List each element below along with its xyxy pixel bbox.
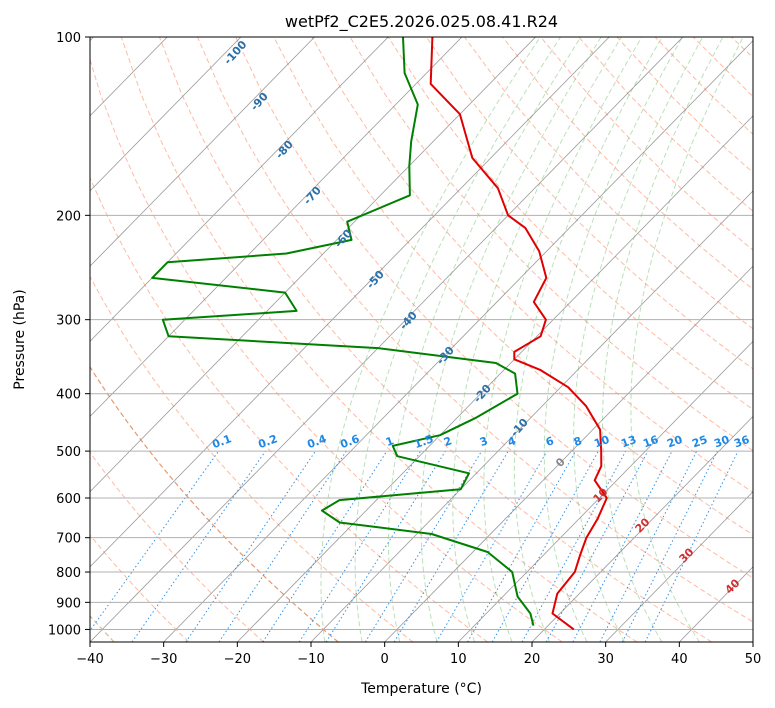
y-tick-label: 500 [56, 445, 81, 460]
isotherm-line [310, 190, 753, 642]
moist-adiabat-line [388, 37, 582, 642]
mixing-ratio-line [298, 450, 422, 642]
x-tick-label: −40 [76, 652, 103, 667]
moist-adiabat-line [483, 37, 643, 642]
chart-title: wetPf2_C2E5.2026.025.08.41.R24 [285, 12, 558, 32]
theta-e-line [90, 365, 339, 642]
x-tick-label: 10 [450, 652, 467, 667]
mixing-ratio-line [521, 450, 627, 642]
isotherm-line [90, 37, 242, 192]
x-tick-label: −10 [297, 652, 324, 667]
dry-adiabat-line [311, 37, 753, 493]
dry-adiabat-line [90, 365, 339, 642]
isotherm-line [384, 265, 753, 642]
isotherm-line [163, 40, 753, 642]
mixing-ratio-label: 16 [641, 433, 660, 451]
temperature-line [429, 37, 608, 631]
dewpoint-line [151, 37, 535, 626]
y-axis-label: Pressure (hPa) [12, 289, 28, 389]
mixing-ratio-label: 8 [572, 434, 584, 449]
mixing-ratio-label: 3 [478, 434, 490, 449]
y-tick-label: 800 [56, 566, 81, 581]
isotherm-line [90, 37, 389, 342]
y-tick-label: 600 [56, 492, 81, 507]
isotherm-line [90, 37, 684, 642]
dry-adiabat-line [90, 57, 563, 642]
x-tick-label: 50 [745, 652, 762, 667]
moist-adiabat-line [420, 37, 602, 642]
dry-adiabat-line [197, 37, 753, 623]
mixing-ratio-line [325, 450, 446, 642]
mixing-ratio-label: 0.2 [256, 432, 279, 451]
profile-lines [151, 37, 608, 631]
isotherm-line [90, 37, 463, 418]
y-tick-label: 300 [56, 314, 81, 329]
x-tick-label: 40 [671, 652, 688, 667]
dry-adiabat-line [90, 534, 190, 642]
x-axis: −40 −30 −20 −10 0 10 20 30 40 50 [76, 642, 761, 667]
moist-adiabat-line [573, 37, 704, 642]
y-tick-label: 900 [56, 596, 81, 611]
pressure-gridlines [90, 37, 753, 630]
mixing-ratio-label: 13 [619, 433, 638, 450]
isotherm-line [458, 340, 753, 642]
y-tick-label: 700 [56, 532, 81, 547]
mixing-ratio-label: 25 [690, 433, 709, 450]
dry-adiabat-line [273, 37, 753, 536]
mixing-ratio-line [545, 450, 649, 642]
x-tick-label: 20 [524, 652, 541, 667]
y-tick-label: 400 [56, 388, 81, 403]
y-axis: 100 200 300 400 500 600 700 800 900 1000 [48, 31, 90, 638]
mixing-ratio-label: 30 [712, 433, 731, 451]
dry-adiabat-line [120, 37, 638, 642]
moist-adiabat-line [630, 37, 744, 642]
moist-adiabat-line [320, 37, 541, 642]
mixing-ratio-label: 36 [732, 433, 751, 451]
mixing-ratio-label: 1.5 [412, 432, 435, 451]
mixing-ratio-label: 6 [544, 434, 556, 449]
moist-adiabat-line [452, 37, 622, 642]
x-tick-label: −30 [150, 652, 177, 667]
y-tick-label: 1000 [48, 623, 81, 638]
y-tick-label: 100 [56, 31, 81, 46]
y-tick-label: 200 [56, 209, 81, 224]
mixing-ratio-line [467, 450, 577, 642]
x-axis-label: Temperature (°C) [360, 681, 482, 697]
mixing-ratio-label: 1 [384, 434, 396, 449]
isotherm-line [90, 37, 610, 568]
mixing-ratio-label: 0.1 [210, 432, 233, 451]
mixing-ratio-line [435, 450, 548, 642]
moist-adiabat-line [543, 37, 683, 642]
mixing-ratio-line [185, 450, 316, 642]
dry-adiabat-line [90, 275, 414, 642]
isotherm-line [531, 415, 753, 642]
x-tick-label: −20 [224, 652, 251, 667]
dry-adiabat-line [502, 37, 753, 290]
dry-adiabat-line [235, 37, 753, 579]
isotherm-line [605, 491, 753, 642]
mixing-ratio-line [644, 450, 739, 642]
dry-adiabat-line [387, 37, 753, 411]
mixing-ratio-label: 2 [442, 434, 454, 449]
mixing-ratio-line [131, 450, 266, 642]
mixing-ratio-line [90, 450, 220, 632]
moist-adiabat-line [513, 37, 663, 642]
mixing-ratio-line [491, 450, 599, 642]
mixing-ratio-label: 20 [665, 433, 684, 451]
mixing-ratio-line [364, 450, 483, 642]
moist-adiabat-line [354, 37, 561, 642]
mixing-ratio-label: 0.4 [305, 432, 328, 451]
mixing-ratio-label: 4 [506, 434, 518, 449]
mixing-ratio-label: 10 [592, 433, 611, 451]
background-lines [90, 37, 753, 642]
isotherm-line [90, 37, 315, 267]
plot-frame [89, 36, 754, 643]
dry-adiabat-line [158, 37, 712, 642]
x-tick-label: 30 [597, 652, 614, 667]
x-tick-label: 0 [381, 652, 389, 667]
mixing-ratio-line [393, 450, 509, 642]
mixing-ratio-label: 0.6 [338, 432, 361, 451]
